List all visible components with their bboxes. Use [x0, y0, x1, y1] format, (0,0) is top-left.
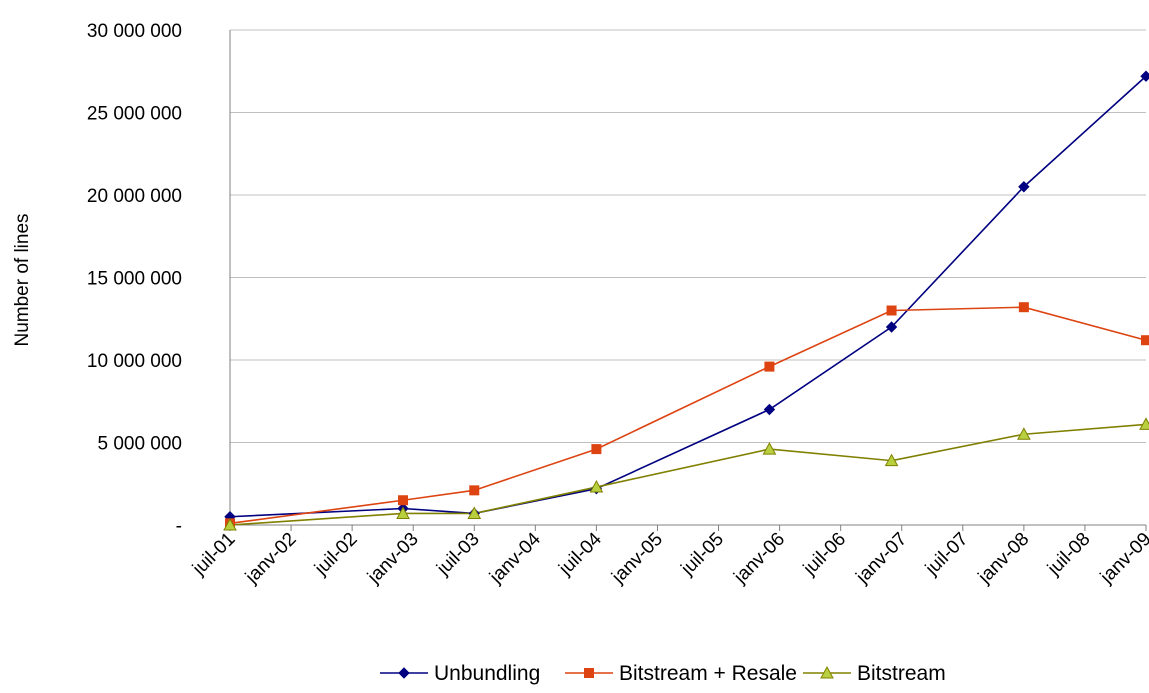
legend-label: Unbundling: [434, 662, 540, 685]
data-point-2: [467, 506, 482, 519]
legend-label: Bitstream: [857, 662, 946, 685]
y-tick-label: 30 000 000: [87, 21, 182, 42]
data-point-1: [398, 495, 409, 506]
data-point-1: [886, 305, 897, 316]
data-point-2: [884, 453, 899, 467]
data-point-0: [763, 403, 776, 416]
legend-item: Bitstream + Resale: [565, 662, 797, 685]
y-axis-title: Number of lines: [12, 213, 33, 346]
legend-marker-swatch: [820, 665, 834, 679]
x-tick-label: janv-02: [241, 529, 301, 589]
data-point-2: [1139, 417, 1149, 430]
data-point-1: [591, 444, 602, 455]
data-point-2: [223, 517, 237, 531]
series-line-0: [229, 75, 1147, 518]
data-point-1: [469, 485, 480, 496]
data-point-2: [1017, 427, 1031, 440]
data-point-1: [1018, 302, 1029, 313]
y-tick-label: -: [176, 516, 182, 537]
x-tick-label: juil-08: [1043, 529, 1094, 580]
x-tick-label: janv-05: [607, 529, 667, 589]
x-tick-label: juil-01: [188, 529, 239, 580]
x-tick-label: juil-05: [677, 529, 728, 580]
y-tick-label: 25 000 000: [87, 104, 182, 125]
legend-item: Bitstream: [803, 662, 946, 685]
series-markers: [223, 70, 1149, 531]
x-tick-label: juil-02: [310, 529, 361, 580]
y-tick-label: 5 000 000: [97, 434, 182, 455]
x-tick-label: janv-07: [852, 529, 912, 589]
data-point-2: [762, 442, 777, 455]
data-point-0: [1140, 70, 1149, 82]
data-point-0: [885, 321, 898, 333]
data-point-2: [589, 480, 604, 493]
x-tick-label: juil-07: [921, 529, 972, 580]
x-tick-label: juil-03: [432, 529, 483, 580]
series-line-2: [229, 423, 1147, 526]
x-tick-label: juil-04: [555, 528, 607, 580]
x-tick-label: juil-06: [799, 529, 850, 580]
legend-marker-swatch: [584, 668, 594, 678]
series-line-1: [229, 306, 1147, 525]
legend-item: Unbundling: [380, 662, 540, 685]
legend-marker-swatch: [398, 667, 410, 679]
x-tick-label: janv-09: [1096, 529, 1149, 589]
data-point-1: [764, 361, 775, 372]
x-tick-label: janv-04: [485, 528, 545, 588]
x-tick-label: janv-08: [974, 529, 1034, 589]
y-tick-label: 15 000 000: [87, 269, 182, 290]
y-tick-label: 10 000 000: [87, 351, 182, 372]
x-tick-label: janv-06: [730, 529, 790, 589]
axes: - 5 000 000 10 000 000 15 000 000 20 000 000…: [87, 21, 1149, 588]
x-tick-label: janv-03: [363, 529, 423, 589]
y-tick-label: 20 000 000: [87, 186, 182, 207]
data-point-1: [1141, 335, 1149, 346]
data-point-2: [396, 506, 410, 519]
legend: Unbundling Bitstream + Resale Bitstream: [380, 662, 946, 685]
data-point-0: [1018, 181, 1030, 193]
series-lines: [229, 75, 1147, 526]
gridlines: [230, 29, 1146, 443]
legend-label: Bitstream + Resale: [619, 662, 797, 685]
